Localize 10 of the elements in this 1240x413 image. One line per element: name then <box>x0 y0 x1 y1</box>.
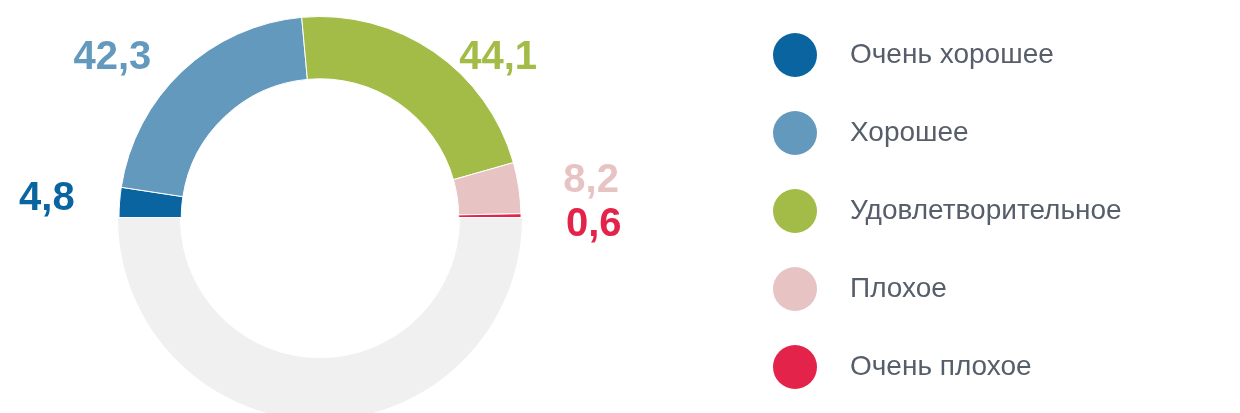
data-label: 8,2 <box>563 156 619 201</box>
legend-label: Хорошее <box>850 115 969 147</box>
legend-label: Удовлетворительное <box>850 193 1122 225</box>
legend-label: Очень плохое <box>850 349 1032 381</box>
data-label: 0,6 <box>565 200 622 245</box>
legend-label: Очень хорошее <box>850 37 1054 69</box>
data-label: 44,1 <box>459 33 538 78</box>
legend-label: Плохое <box>850 271 947 303</box>
data-label: 4,8 <box>19 174 75 218</box>
data-label: 42,3 <box>73 33 152 78</box>
